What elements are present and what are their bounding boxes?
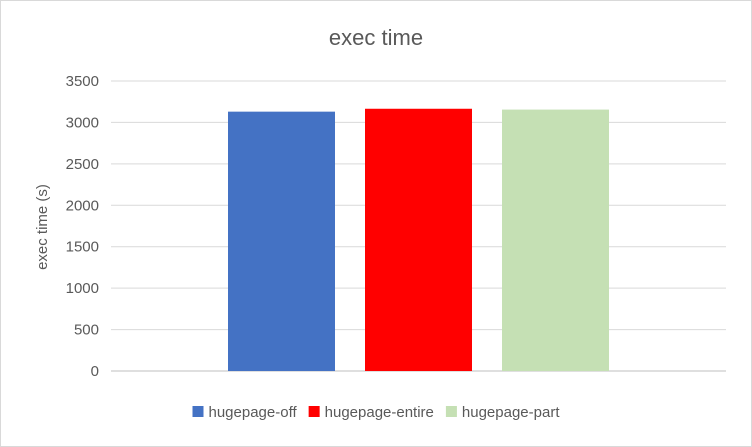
bar-hugepage-off (228, 111, 335, 372)
legend-item: hugepage-part (445, 404, 560, 421)
y-tick-label: 1500 (66, 239, 99, 256)
y-tick-label: 3000 (66, 114, 99, 131)
y-tick-label: 3500 (66, 73, 99, 90)
y-tick-label: 2500 (66, 156, 99, 173)
legend-item: hugepage-entire (308, 404, 434, 421)
y-tick-label: 2000 (66, 197, 99, 214)
legend-label: hugepage-off (209, 404, 298, 421)
bar-hugepage-entire (365, 108, 472, 371)
y-tick-labels: 0 500 1000 1500 2000 2500 3000 3500 (66, 73, 99, 380)
y-tick-label: 500 (74, 322, 99, 339)
legend: hugepage-off hugepage-entire hugepage-part (192, 404, 560, 421)
legend-label: hugepage-part (462, 404, 560, 421)
y-axis-label: exec time (s) (34, 184, 51, 270)
legend-label: hugepage-entire (325, 404, 434, 421)
y-tick-label: 0 (91, 363, 99, 380)
chart-title: exec time (329, 25, 423, 50)
legend-swatch (445, 406, 457, 417)
legend-swatch (308, 406, 320, 417)
bars (228, 108, 609, 372)
legend-item: hugepage-off (192, 404, 298, 421)
bar-hugepage-part (502, 109, 609, 371)
legend-swatch (192, 406, 204, 417)
y-tick-label: 1000 (66, 280, 99, 297)
